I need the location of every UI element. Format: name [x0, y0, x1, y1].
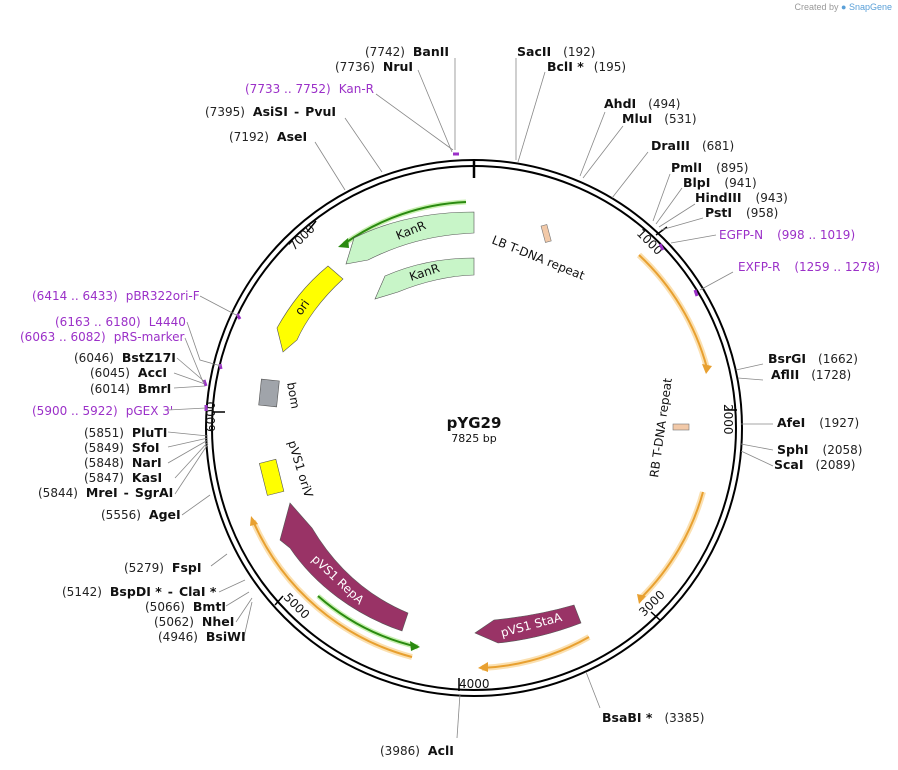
- primer-kan-r: (7733 .. 7752) Kan-R: [245, 82, 374, 96]
- site-bmri: (6014) BmrI: [90, 381, 171, 396]
- orf-arc-4: [252, 520, 413, 658]
- primer-prs-marker: (6063 .. 6082) pRS-marker: [20, 330, 184, 344]
- tick-1000: 1000: [634, 226, 668, 258]
- feature-label-rb-tdna-repeat: RB T-DNA repeat: [647, 377, 675, 479]
- credit-prefix: Created by: [794, 2, 839, 12]
- plasmid-length: 7825 bp: [451, 432, 496, 445]
- site-acci: (6045) AccI: [90, 365, 167, 380]
- orf-arc-1-arrowhead: [702, 364, 712, 374]
- site-pluti: (5851) PluTI: [84, 425, 167, 440]
- feature-ori: ori: [276, 265, 344, 353]
- feature-rb-tdna-repeat: RB T-DNA repeat: [647, 377, 690, 479]
- primer-marks: [202, 152, 699, 411]
- snapgene-credit: Created by ● SnapGene: [794, 2, 892, 12]
- primer-labels: (7733 .. 7752) Kan-R EGFP-N (998 .. 1019) …: [20, 82, 880, 418]
- tick-label-3000: 3000: [636, 588, 667, 619]
- plasmid-name: pYG29: [447, 414, 502, 432]
- feature-label-pvs1-oriv: pVS1 oriV: [285, 439, 316, 500]
- site-sphi: SphI (2058): [777, 442, 862, 457]
- site-bsrgi: BsrGI (1662): [768, 351, 858, 366]
- site-mrei-sgrai: (5844) MreI - SgrAI: [38, 485, 173, 500]
- credit-brand: SnapGene: [848, 2, 892, 12]
- feature-kanr-2: KanR: [374, 257, 475, 300]
- site-bcli: BclI * (195): [547, 59, 626, 74]
- site-bstz17i: (6046) BstZ17I: [74, 350, 176, 365]
- site-asei: (7192) AseI: [229, 129, 307, 144]
- feature-bom: bom: [258, 378, 302, 410]
- site-hindiii: HindIII (943): [695, 190, 788, 205]
- tick-4000: 4000: [458, 677, 490, 691]
- site-agei: (5556) AgeI: [101, 507, 181, 522]
- green-orf-arc-lower-arrowhead: [410, 641, 420, 651]
- site-draiii: DraIII (681): [651, 138, 734, 153]
- site-sfoi: (5849) SfoI: [84, 440, 160, 455]
- green-orf-arc-upper: [343, 201, 467, 245]
- orf-arc-1-glow: [636, 252, 710, 369]
- tick-label-7000: 7000: [286, 222, 317, 253]
- site-fspi: (5279) FspI: [124, 560, 201, 575]
- site-labels: (7742) BanII (7736) NruI (7395) AsiSI - PvuI …: [38, 44, 862, 758]
- orf-arc-2: [640, 491, 704, 599]
- site-pmli: PmlI (895): [671, 160, 748, 175]
- site-asisi-pvui: (7395) AsiSI - PvuI: [205, 104, 336, 119]
- leader-lines: [167, 58, 774, 739]
- green-orf-arc-upper-arrowhead: [338, 238, 349, 248]
- feature-label-lb-tdna-repeat: LB T-DNA repeat: [490, 233, 587, 283]
- orf-arc-3-arrowhead: [478, 662, 488, 672]
- primer-pgex-3: (5900 .. 5922) pGEX 3': [32, 404, 173, 418]
- site-banii: (7742) BanII: [365, 44, 449, 59]
- feature-pvs1-oriv: pVS1 oriV: [259, 439, 316, 500]
- tick-3000: 3000: [636, 588, 668, 622]
- site-sacii: SacII (192): [517, 44, 595, 59]
- orf-arcs: [250, 199, 712, 672]
- orf-arc-1: [638, 254, 708, 369]
- orf-arc-2-arrowhead: [637, 594, 646, 604]
- green-orf-arc-lower: [317, 595, 419, 648]
- primer-pbr322ori-f: (6414 .. 6433) pBR322ori-F: [32, 289, 200, 303]
- tick-label-2000: 2000: [721, 404, 735, 435]
- site-bsabi: BsaBI * (3385): [602, 710, 704, 725]
- site-scai: ScaI (2089): [774, 457, 855, 472]
- feature-label-bom: bom: [284, 381, 302, 410]
- site-blpi: BlpI (941): [683, 175, 757, 190]
- site-nhei: (5062) NheI: [154, 614, 234, 629]
- site-nari: (5848) NarI: [84, 455, 162, 470]
- site-ahdi: AhdI (494): [604, 96, 680, 111]
- site-afei: AfeI (1927): [777, 415, 859, 430]
- primer-egfp-n: EGFP-N (998 .. 1019): [719, 228, 855, 242]
- orf-arc-4-arrowhead: [250, 516, 258, 526]
- primer-exfp-r: EXFP-R (1259 .. 1278): [738, 260, 880, 274]
- primer-l4440: (6163 .. 6180) L4440: [55, 315, 186, 329]
- site-nrui: (7736) NruI: [335, 59, 413, 74]
- site-bspdi-clai: (5142) BspDI * - ClaI *: [62, 584, 217, 599]
- orf-arc-3: [481, 636, 590, 669]
- site-psti: PstI (958): [705, 205, 778, 220]
- feature-lb-tdna-repeat: LB T-DNA repeat: [490, 224, 587, 283]
- feature-pvs1-staa: pVS1 StaA: [474, 604, 582, 644]
- site-acli: (3986) AclI: [380, 743, 454, 758]
- snapgene-logo-icon: ●: [841, 2, 847, 12]
- site-aflii: AflII (1728): [771, 367, 851, 382]
- site-bmti: (5066) BmtI: [145, 599, 226, 614]
- site-bsiwi: (4946) BsiWI: [158, 629, 246, 644]
- site-kasi: (5847) KasI: [84, 470, 162, 485]
- site-mlui: MluI (531): [622, 111, 697, 126]
- tick-7000: 7000: [286, 220, 318, 253]
- tick-2000: 2000: [721, 404, 737, 435]
- feature-kanr-1: KanR: [345, 211, 475, 265]
- tick-label-4000: 4000: [459, 677, 490, 691]
